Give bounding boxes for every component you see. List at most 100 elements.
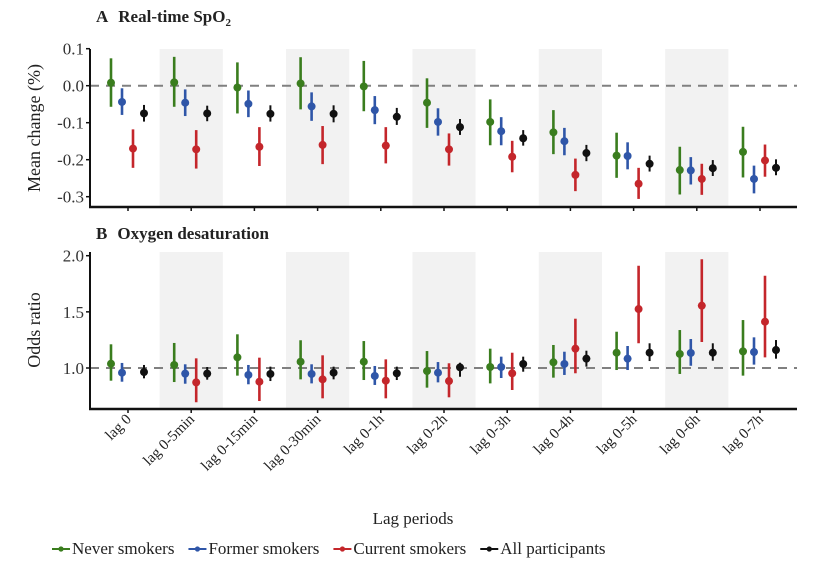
point-marker [697, 174, 706, 183]
panel-b-point-all-participants [266, 366, 275, 382]
x-tick-label: lag 0-5min [140, 411, 198, 469]
panel-b-point-all-participants [203, 366, 212, 380]
panel-b-point-former-smokers [623, 345, 632, 371]
point-marker [456, 123, 464, 132]
panel-a-point-all-participants [645, 155, 654, 172]
panel-a-point-former-smokers [750, 165, 758, 194]
point-marker [203, 109, 212, 118]
panel-a-point-former-smokers [497, 117, 506, 146]
point-marker [549, 128, 558, 137]
panel-a-point-never-smokers [739, 126, 747, 178]
panel-a-point-current-smokers [381, 127, 390, 164]
point-marker [359, 357, 368, 366]
point-marker [739, 147, 747, 156]
panel-b-point-former-smokers [434, 362, 442, 383]
y-tick-label: 2.0 [63, 247, 84, 266]
point-marker [266, 109, 275, 118]
point-marker [329, 109, 338, 118]
panel-b: 2.0 1.5 1.0 B Oxygen desaturation Odds rati… [24, 224, 797, 413]
panel-b-point-all-participants [645, 343, 654, 362]
panel-b-point-former-smokers [560, 351, 569, 375]
panel-a-point-all-participants [582, 144, 591, 162]
panel-a-point-never-smokers [296, 57, 305, 110]
panel-b-point-current-smokers [571, 318, 580, 374]
point-marker [519, 359, 528, 368]
x-tick-labels: lag 0 lag 0-5min lag 0-15min lag 0-30min lag… [103, 411, 768, 474]
point-marker [582, 354, 591, 363]
panel-a-title-text: Real-time SpO [118, 7, 225, 26]
panel-b-point-all-participants [392, 366, 401, 381]
point-marker [329, 368, 338, 377]
panel-a-point-former-smokers [686, 157, 695, 185]
legend-label: All participants [500, 539, 605, 558]
point-marker [381, 376, 390, 385]
panel-a-point-all-participants [203, 105, 212, 122]
panel-a-point-never-smokers [423, 78, 431, 128]
y-tick-label: 0.1 [63, 40, 84, 59]
point-marker [686, 348, 695, 357]
panel-a-point-all-participants [392, 107, 401, 125]
point-marker [675, 166, 684, 175]
legend-label: Current smokers [353, 539, 466, 558]
panel-b-point-former-smokers [118, 362, 126, 382]
point-marker [118, 97, 126, 106]
panel-b-point-former-smokers [307, 364, 316, 384]
panel-b-point-former-smokers [686, 339, 695, 366]
point-marker [192, 378, 201, 387]
legend-swatch-marker [339, 546, 346, 552]
point-marker [107, 78, 115, 87]
panel-a-point-all-participants [772, 159, 780, 176]
point-marker [761, 156, 769, 165]
point-marker [486, 117, 495, 126]
panel-b-point-never-smokers [170, 342, 179, 383]
panel-b-point-never-smokers [296, 340, 305, 380]
point-marker [266, 369, 275, 378]
panel-b-ylabel: Odds ratio [24, 292, 44, 368]
panel-a-point-never-smokers [675, 146, 684, 195]
point-marker [772, 163, 780, 172]
x-tick-label: lag 0-6h [657, 411, 704, 458]
panel-a-point-all-participants [519, 130, 528, 146]
panel-a-point-current-smokers [697, 163, 706, 195]
legend-item-current-smokers: Current smokers [333, 539, 466, 558]
panel-b-point-former-smokers [181, 364, 190, 384]
panel-b-point-never-smokers [675, 330, 684, 374]
point-marker [686, 166, 695, 175]
panel-b-point-current-smokers [381, 359, 390, 399]
panel-a-shaded-band [286, 49, 350, 207]
panel-b-point-all-participants [456, 362, 464, 377]
point-marker [203, 369, 212, 378]
point-marker [497, 362, 506, 371]
panel-a-point-current-smokers [129, 129, 137, 168]
panel-b-shaded-band [159, 252, 223, 409]
point-marker [233, 353, 242, 362]
panel-a-point-current-smokers [571, 158, 580, 192]
point-marker [634, 305, 643, 314]
panel-a-point-never-smokers [486, 99, 495, 146]
legend-label: Former smokers [208, 539, 319, 558]
panel-a-point-never-smokers [233, 62, 242, 114]
point-marker [359, 82, 368, 91]
panel-a-title-subscript: 2 [225, 17, 231, 29]
panel-a-point-former-smokers [244, 90, 253, 118]
panel-a-point-current-smokers [318, 126, 327, 165]
panel-a-point-former-smokers [181, 89, 190, 117]
panel-a-point-former-smokers [118, 88, 126, 115]
legend-swatch-marker [486, 546, 492, 552]
point-marker [697, 301, 706, 310]
point-marker [772, 346, 780, 355]
panel-b-title-text: Oxygen desaturation [117, 224, 269, 243]
panel-b-point-current-smokers [255, 357, 264, 402]
x-tick-label: lag 0 [103, 412, 135, 444]
point-marker [508, 152, 517, 161]
panel-a-point-current-smokers [634, 167, 643, 199]
point-marker [181, 98, 190, 107]
point-marker [423, 367, 431, 376]
point-marker [140, 368, 148, 377]
panel-b-points [107, 259, 780, 403]
point-marker [497, 127, 506, 136]
point-marker [750, 348, 758, 357]
point-marker [307, 369, 316, 378]
point-marker [645, 348, 654, 357]
